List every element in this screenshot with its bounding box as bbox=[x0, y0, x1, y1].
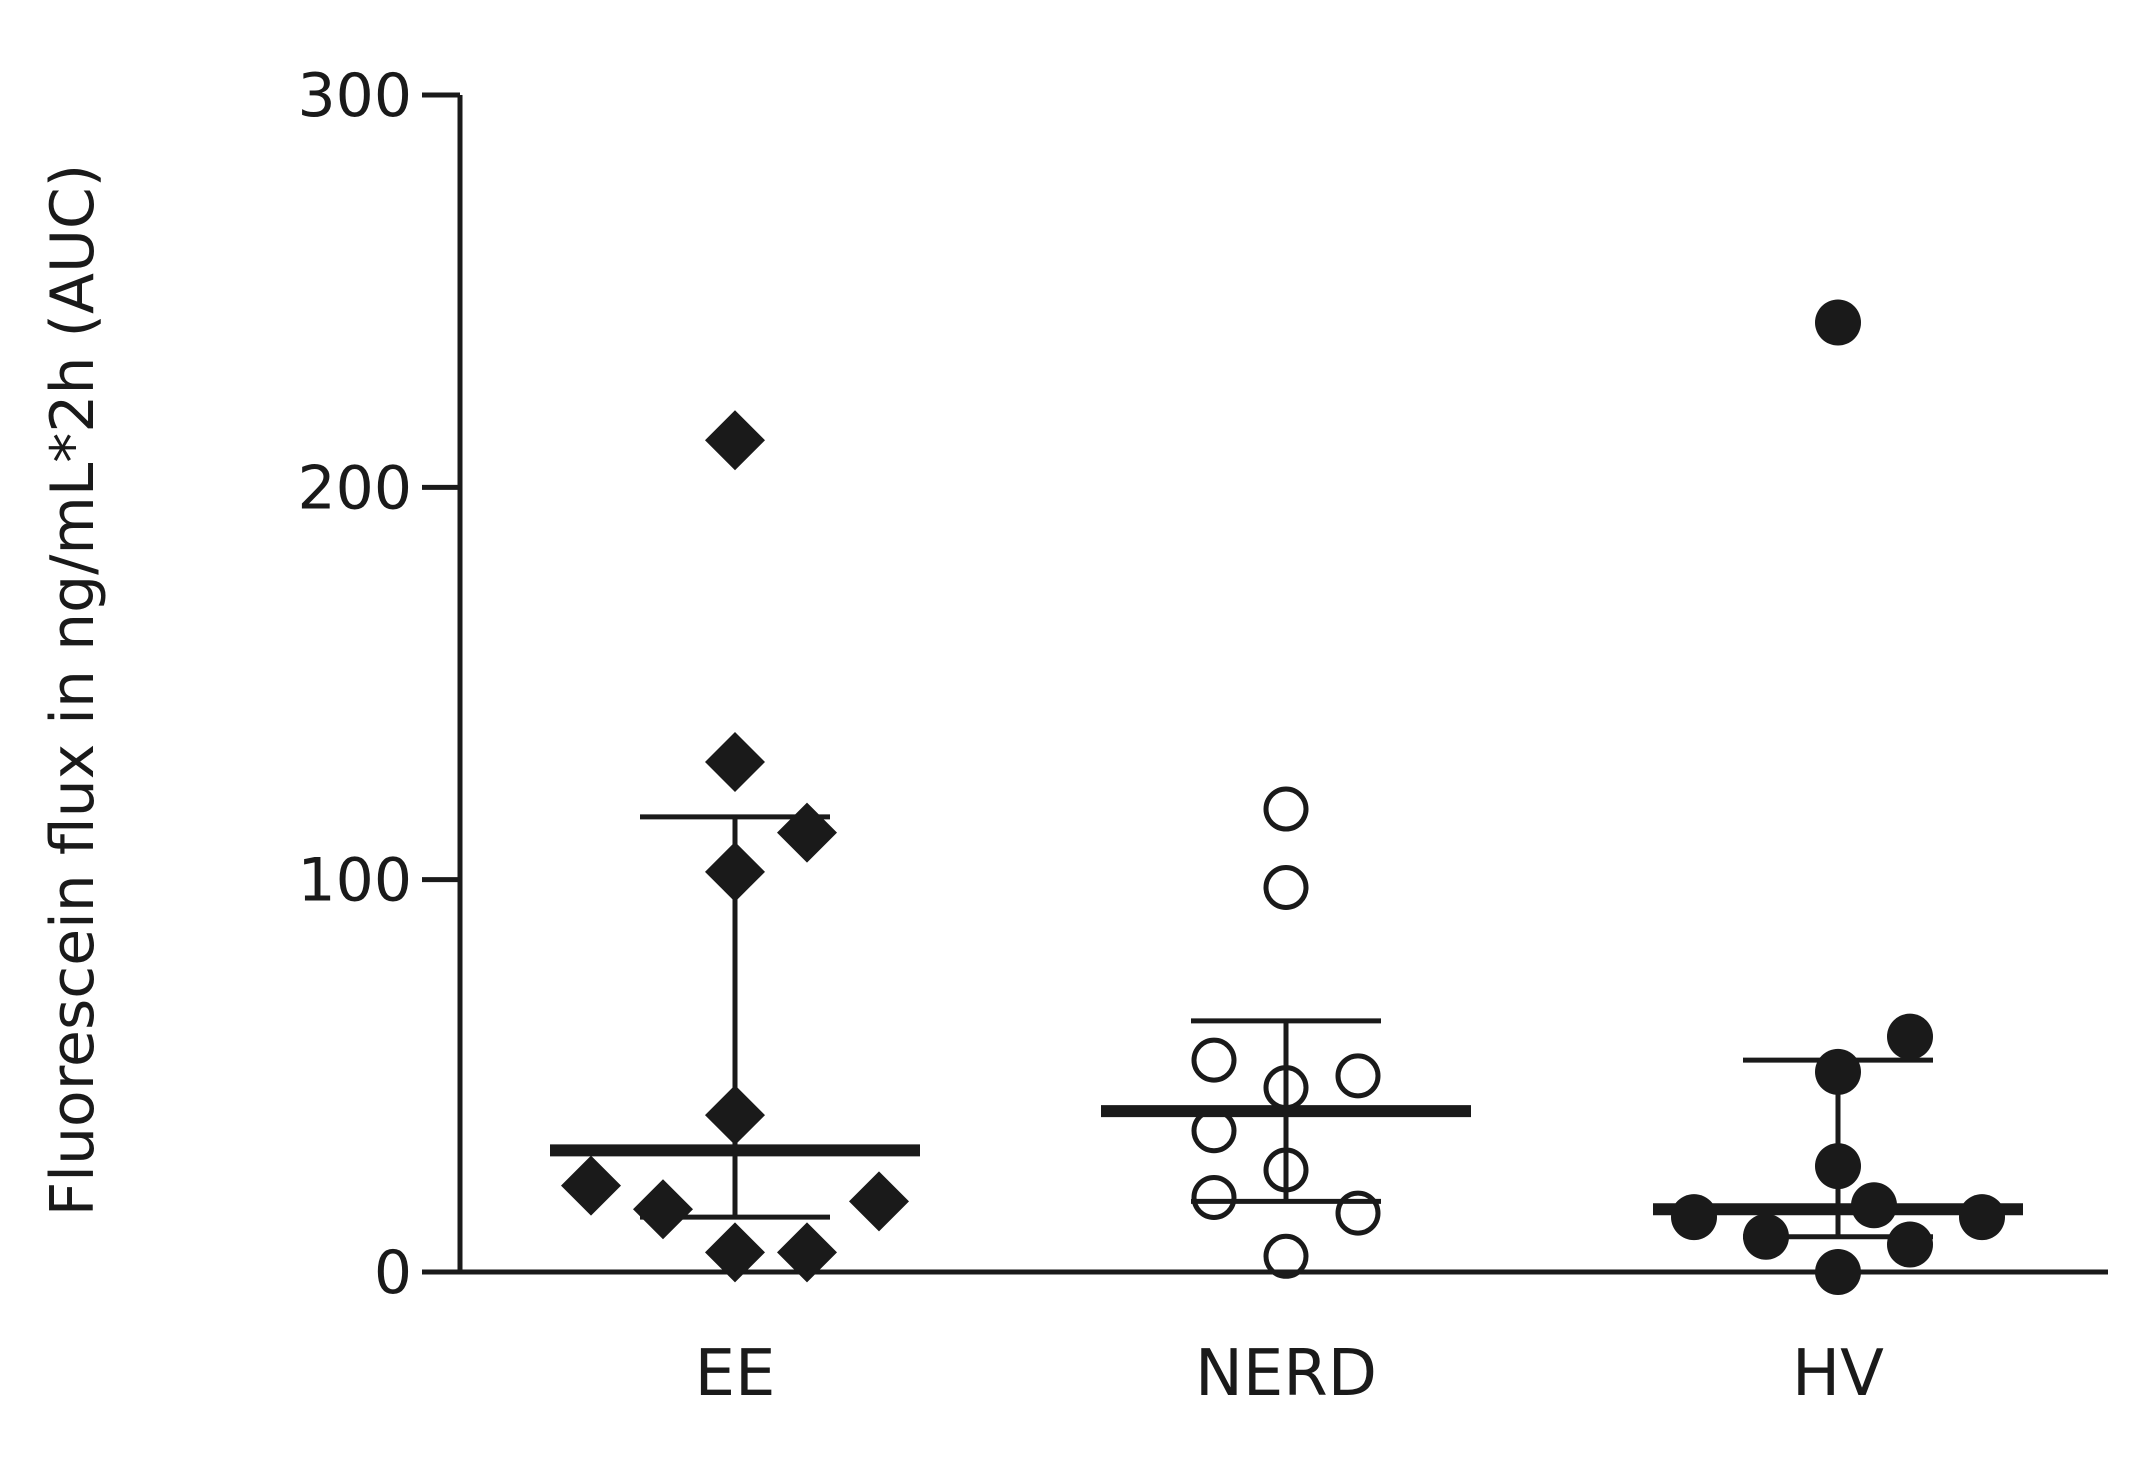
x-tick-label-ee: EE bbox=[695, 1337, 776, 1411]
nerd-point-2 bbox=[1263, 865, 1309, 911]
x-tick-label-nerd: NERD bbox=[1195, 1337, 1377, 1411]
nerd-point-3 bbox=[1191, 1037, 1237, 1083]
nerd-point-10 bbox=[1263, 1233, 1309, 1279]
hv-point-10 bbox=[1815, 1249, 1861, 1295]
nerd-point-4 bbox=[1335, 1053, 1381, 1099]
hv-point-7 bbox=[1959, 1194, 2005, 1241]
data-points bbox=[561, 299, 2005, 1295]
y-axis-label-group: Fluorescein flux in ng/mL*2h (AUC) bbox=[38, 164, 108, 1216]
hv-point-1 bbox=[1815, 299, 1861, 346]
nerd-point-9 bbox=[1335, 1190, 1381, 1236]
ee-point-6 bbox=[561, 1155, 621, 1216]
nerd-point-7 bbox=[1263, 1147, 1309, 1193]
hv-point-3 bbox=[1815, 1048, 1861, 1095]
nerd-point-6 bbox=[1191, 1108, 1237, 1154]
ee-point-3 bbox=[777, 802, 837, 863]
hv-point-8 bbox=[1743, 1213, 1789, 1260]
hv-point-2 bbox=[1887, 1013, 1933, 1060]
ee-point-5 bbox=[705, 1085, 765, 1146]
y-tick-label-200: 200 bbox=[297, 453, 412, 523]
hv-point-4 bbox=[1815, 1143, 1861, 1190]
ee-point-4 bbox=[705, 841, 765, 902]
nerd-point-1 bbox=[1263, 786, 1309, 832]
ee-point-9 bbox=[705, 1222, 765, 1283]
y-tick-label-100: 100 bbox=[297, 846, 412, 916]
summary-lines bbox=[550, 814, 2023, 1240]
nerd-point-8 bbox=[1191, 1174, 1237, 1220]
ee-point-10 bbox=[777, 1222, 837, 1283]
ee-point-1 bbox=[705, 410, 765, 471]
nerd-point-5 bbox=[1263, 1065, 1309, 1111]
ee-point-8 bbox=[849, 1171, 909, 1232]
y-axis-label: Fluorescein flux in ng/mL*2h (AUC) bbox=[38, 164, 108, 1216]
y-tick-label-300: 300 bbox=[297, 61, 412, 131]
x-tick-label-hv: HV bbox=[1792, 1337, 1884, 1411]
hv-point-9 bbox=[1887, 1221, 1933, 1268]
ee-point-2 bbox=[705, 731, 765, 792]
hv-point-5 bbox=[1851, 1182, 1897, 1229]
hv-point-6 bbox=[1671, 1194, 1717, 1241]
y-tick-label-0: 0 bbox=[374, 1238, 412, 1308]
ee-point-7 bbox=[633, 1179, 693, 1240]
axes: 0 100 200 300 EE NERD HV bbox=[297, 61, 2108, 1411]
